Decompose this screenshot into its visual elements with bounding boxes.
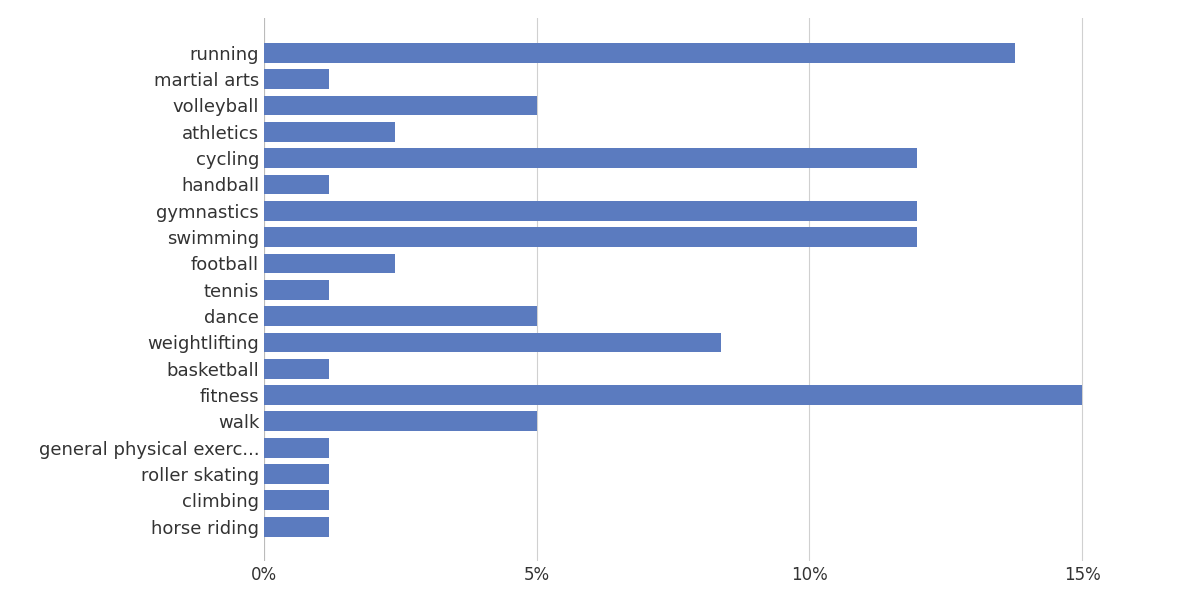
- Bar: [264, 96, 536, 115]
- Bar: [264, 174, 330, 195]
- Bar: [264, 228, 918, 247]
- Bar: [264, 122, 395, 142]
- Bar: [264, 254, 395, 273]
- Bar: [264, 490, 330, 510]
- Bar: [264, 306, 536, 326]
- Bar: [264, 43, 1015, 63]
- Bar: [264, 438, 330, 458]
- Bar: [264, 464, 330, 484]
- Bar: [264, 201, 918, 221]
- Bar: [264, 70, 330, 89]
- Bar: [264, 359, 330, 379]
- Bar: [264, 280, 330, 300]
- Bar: [264, 385, 1082, 405]
- Bar: [264, 332, 721, 352]
- Bar: [264, 412, 536, 431]
- Bar: [264, 517, 330, 537]
- Bar: [264, 148, 918, 168]
